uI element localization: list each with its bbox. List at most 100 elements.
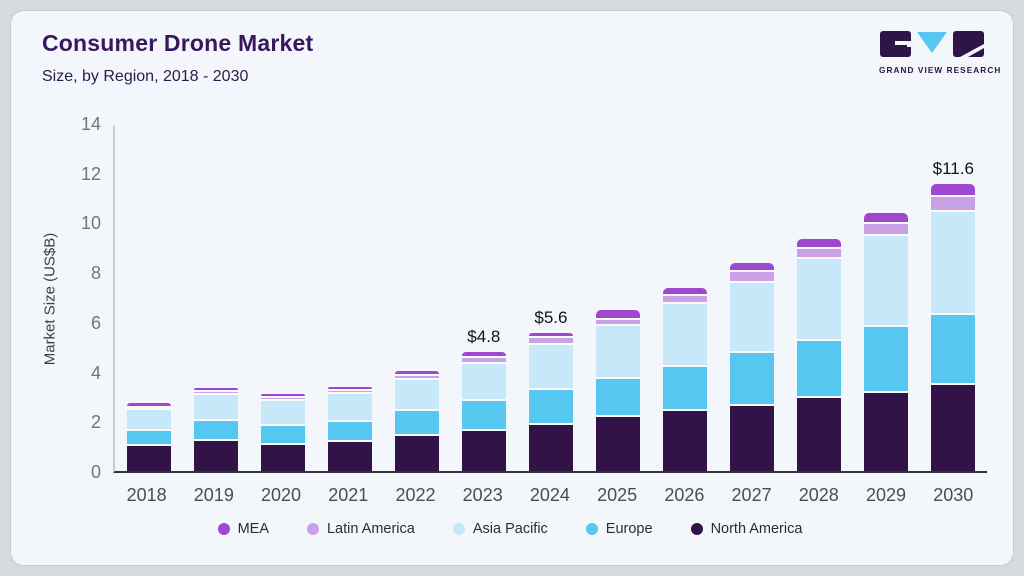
bar-segment-latin-america-2023: [461, 356, 506, 363]
x-label-2019: 2019: [193, 485, 234, 505]
bar-segment-latin-america-2028: [797, 247, 842, 258]
bar-segment-mea-2027: [730, 263, 775, 271]
bar-segment-asia-pacific-2018: [126, 408, 171, 429]
bar-segment-europe-2018: [126, 429, 171, 444]
page-title: Consumer Drone Market: [42, 30, 314, 56]
legend-dot-latin-america: [306, 523, 319, 535]
legend-item-latin-america: Latin America: [306, 521, 415, 537]
x-label-2026: 2026: [664, 485, 705, 505]
bar-segment-mea-2028: [797, 238, 842, 248]
bar-2029: [864, 125, 909, 471]
bar-2024: $5.6: [528, 125, 573, 471]
header: Consumer Drone Market Size, by Region, 2…: [33, 27, 1000, 113]
bar-segment-north-america-2024: [528, 422, 573, 471]
bar-segment-asia-pacific-2025: [595, 323, 640, 378]
bar-value-2023: $4.8: [467, 327, 501, 347]
bar-2023: $4.8: [461, 125, 506, 471]
legend-dot-asia-pacific: [452, 523, 465, 535]
bar-segment-europe-2029: [864, 325, 909, 391]
bar-segment-latin-america-2027: [730, 270, 775, 281]
x-label-2030: 2030: [933, 485, 974, 505]
bar-segment-europe-2020: [260, 424, 305, 443]
bar-2022: [394, 125, 439, 471]
bar-segment-north-america-2018: [126, 443, 171, 471]
gvr-logo-icon: [880, 31, 984, 57]
bar-2027: [730, 125, 775, 471]
bar-segment-latin-america-2030: [931, 195, 976, 211]
legend-label-europe: Europe: [605, 521, 653, 537]
bar-2025: [595, 125, 640, 471]
bar-segment-latin-america-2018: [126, 405, 171, 408]
bar-2030: $11.6: [931, 125, 976, 471]
bar-segment-north-america-2019: [193, 438, 238, 471]
y-tick-0: 0: [90, 462, 101, 482]
y-axis-title: Market Size (US$B): [41, 232, 59, 366]
x-axis-labels: 2018 2019 2020 2021 2022 2023 2024 2025 2026 2027…: [113, 473, 987, 506]
bar-segment-europe-2023: [461, 399, 506, 429]
bar-segment-asia-pacific-2028: [797, 257, 842, 339]
y-tick-2: 2: [90, 412, 101, 433]
bar-segment-north-america-2021: [327, 439, 372, 471]
legend-dot-mea: [217, 523, 230, 535]
bar-segment-mea-2022: [394, 370, 439, 374]
bar-segment-asia-pacific-2022: [394, 378, 439, 410]
legend: MEA Latin America Asia Pacific Europe North …: [33, 521, 987, 537]
bar-segment-asia-pacific-2021: [327, 392, 372, 420]
bar-segment-europe-2030: [931, 312, 976, 384]
report-card: Consumer Drone Market Size, by Region, 2…: [10, 10, 1014, 566]
y-tick-10: 10: [80, 213, 101, 234]
x-label-2027: 2027: [731, 485, 772, 505]
bar-segment-europe-2027: [730, 351, 775, 405]
bar-segment-mea-2026: [663, 288, 708, 294]
legend-item-mea: MEA: [217, 521, 269, 537]
legend-item-europe: Europe: [585, 521, 653, 537]
bar-segment-europe-2019: [193, 419, 238, 439]
x-label-2020: 2020: [261, 485, 302, 505]
bar-value-2030: $11.6: [932, 159, 974, 179]
bar-segment-mea-2030: [931, 184, 976, 196]
bar-2019: [193, 125, 238, 471]
bar-segment-asia-pacific-2019: [193, 393, 238, 420]
bar-segment-north-america-2025: [595, 415, 640, 471]
bar-segment-north-america-2022: [394, 433, 439, 471]
bar-value-2024: $5.6: [534, 307, 568, 327]
y-tick-8: 8: [90, 263, 101, 284]
bar-segment-north-america-2020: [260, 442, 305, 471]
bar-segment-europe-2021: [327, 419, 372, 440]
plot-area: $4.8 $5.6 $11.6: [113, 125, 987, 473]
bar-segment-europe-2025: [595, 377, 640, 416]
legend-label-latin-america: Latin America: [326, 521, 415, 537]
x-label-2022: 2022: [395, 485, 436, 505]
y-axis-ticks: 0 2 4 6 8 10 12 14: [67, 114, 113, 482]
bar-segment-asia-pacific-2020: [260, 399, 305, 425]
bar-2026: [663, 125, 708, 471]
bar-segment-asia-pacific-2029: [864, 233, 909, 326]
bar-segment-latin-america-2021: [327, 389, 372, 393]
bar-segment-europe-2028: [797, 338, 842, 396]
bar-segment-asia-pacific-2024: [528, 342, 573, 389]
bar-segment-asia-pacific-2023: [461, 362, 506, 400]
bar-2020: [260, 125, 305, 471]
legend-item-asia-pacific: Asia Pacific: [452, 521, 548, 537]
bar-segment-latin-america-2020: [260, 396, 305, 400]
bar-segment-mea-2025: [595, 310, 640, 318]
bar-segment-asia-pacific-2030: [931, 210, 976, 313]
bar-segment-north-america-2028: [797, 395, 842, 471]
x-label-2018: 2018: [126, 485, 167, 505]
y-tick-14: 14: [80, 114, 101, 134]
gvr-logo: GRAND VIEW RESEARCH: [879, 31, 1000, 75]
bar-segment-north-america-2027: [730, 404, 775, 471]
bar-segment-north-america-2029: [864, 390, 909, 471]
bar-segment-europe-2026: [663, 364, 708, 410]
bar-segment-europe-2022: [394, 409, 439, 434]
stacked-bar-chart: Market Size (US$B) 0 2 4 6 8 10 12 14 $4.8 $5.6 $…: [33, 114, 987, 506]
bars: $4.8 $5.6 $11.6: [115, 125, 987, 471]
y-tick-4: 4: [90, 362, 101, 383]
x-label-2023: 2023: [462, 485, 503, 505]
x-label-2025: 2025: [597, 485, 638, 505]
legend-dot-europe: [585, 523, 598, 535]
bar-2021: [327, 125, 372, 471]
bar-segment-europe-2024: [528, 388, 573, 423]
x-label-2028: 2028: [798, 485, 839, 505]
legend-label-asia-pacific: Asia Pacific: [472, 521, 548, 537]
